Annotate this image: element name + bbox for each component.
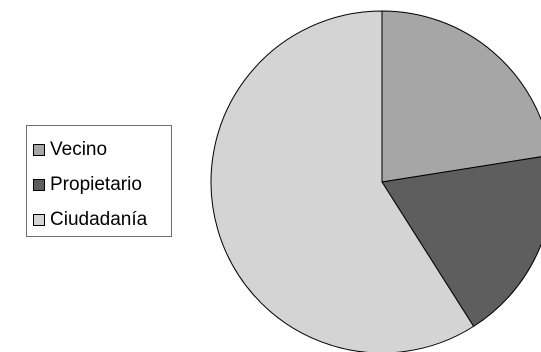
legend-swatch-propietario: [33, 178, 45, 191]
pie-slice-ciudadania: [210, 10, 475, 352]
legend-label-ciudadania: Ciudadanía: [50, 208, 148, 230]
legend-swatch-ciudadania: [33, 213, 45, 226]
legend-item-propietario: Propietario: [27, 167, 171, 202]
pie-slices: [210, 10, 541, 352]
legend-label-propietario: Propietario: [50, 173, 142, 195]
legend-item-ciudadania: Ciudadanía: [27, 202, 171, 237]
legend: Vecino Propietario Ciudadanía: [26, 125, 172, 237]
legend-item-vecino: Vecino: [27, 132, 171, 167]
legend-label-vecino: Vecino: [50, 138, 108, 160]
pie-slice-vecino: [381, 10, 541, 183]
pie-slice-propietario: [381, 156, 541, 328]
legend-swatch-vecino: [33, 143, 45, 156]
